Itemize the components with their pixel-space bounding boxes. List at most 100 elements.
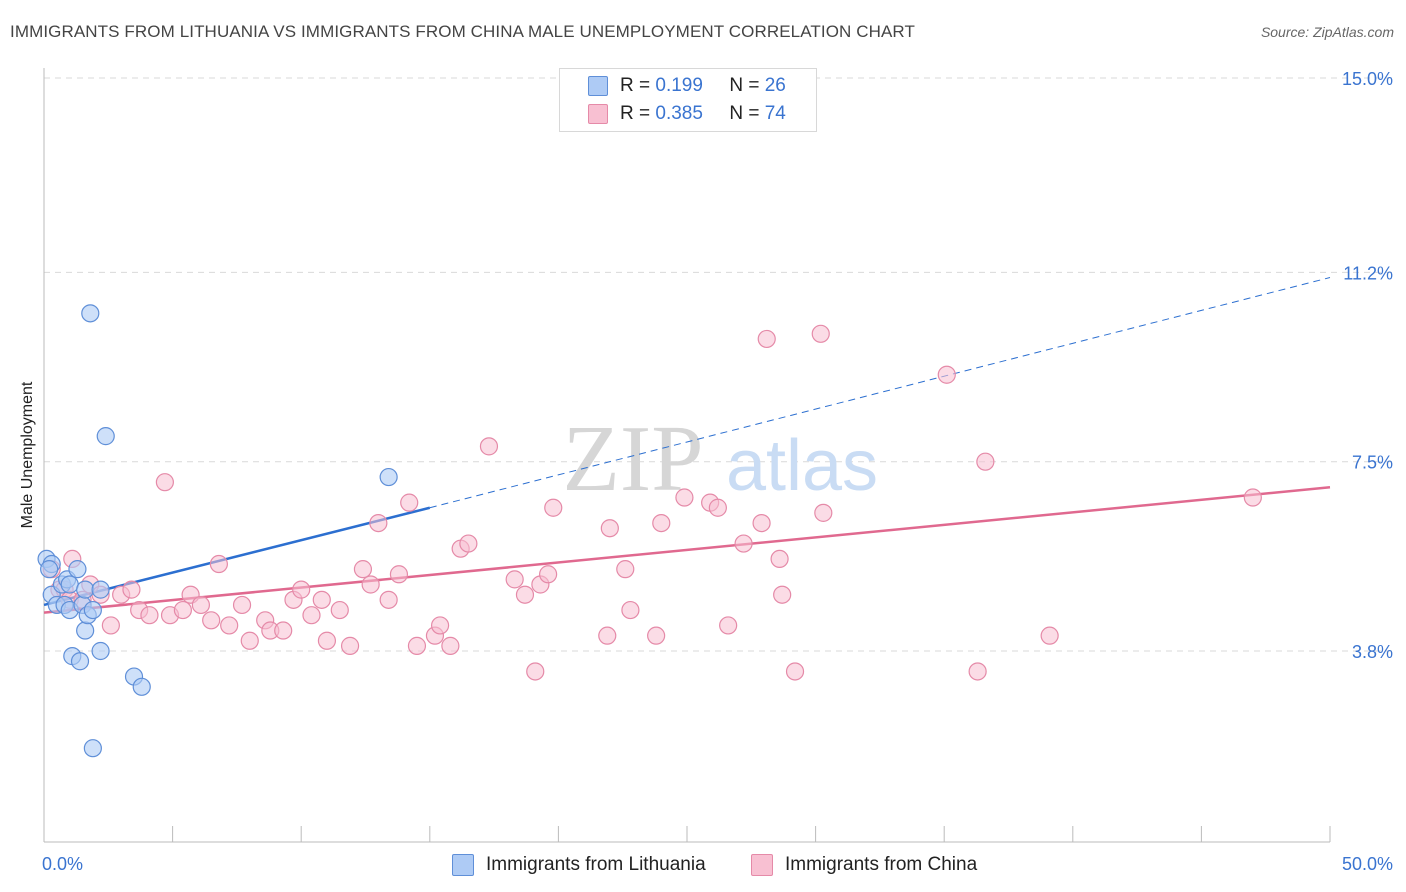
china-point-31 [330,600,349,620]
china-point-27 [292,580,311,599]
china-point-54 [616,560,635,579]
gridlines [44,77,1392,652]
lithuania-point-16 [81,304,100,323]
china-point-19 [209,554,228,574]
china-point-17 [191,595,210,615]
china-point-10 [122,580,141,599]
lithuania-r-label: R = [620,75,656,96]
lithuania-point-24 [379,467,398,487]
lithuania-point-10 [68,560,87,579]
lithuania-point-21 [96,427,115,446]
china-point-25 [274,621,293,640]
china-point-60 [708,498,727,517]
china-n-value: 74 [764,103,786,124]
x-tick-label-1: 50.0% [1342,854,1393,874]
chart-title: IMMIGRANTS FROM LITHUANIA VS IMMIGRANTS … [10,22,915,41]
china-point-66 [773,585,792,604]
china-n-label: N = [729,103,765,124]
china-point-46 [505,570,524,589]
china-point-37 [389,565,409,584]
china-point-68 [811,324,830,343]
china-point-44 [459,534,478,553]
x-tick-label-0: 0.0% [42,854,83,874]
china-point-72 [976,452,995,471]
china-point-48 [526,662,545,681]
china-point-57 [652,513,671,533]
china-point-29 [312,590,331,609]
watermark-atlas: atlas [726,426,878,506]
china-point-28 [302,606,321,625]
lithuania-point-18 [83,739,102,758]
lithuania-n-label: N = [729,75,765,96]
china-r-value: 0.385 [655,103,703,124]
bottom-china-label: Immigrants from China [785,854,978,875]
lithuania-trend-extension [429,277,1331,509]
china-point-50 [539,565,558,584]
china-point-35 [369,513,388,533]
china-r-label: R = [620,103,656,124]
y-tick-label-2: 11.2% [1343,263,1393,283]
lithuania-n-value: 26 [764,75,786,96]
bottom-legend-lithuania: Immigrants from Lithuania [452,852,706,878]
source-label: Source: ZipAtlas.com [1260,24,1394,40]
china-point-33 [353,560,373,579]
axes [43,68,1331,843]
china-point-18 [202,611,221,630]
lithuania-point-8 [60,575,79,594]
china-point-45 [479,437,499,456]
china-point-65 [770,549,789,569]
china-point-51 [544,498,563,517]
y-tick-label-1: 7.5% [1352,453,1393,473]
bottom-legend-china: Immigrants from China [751,852,977,878]
china-point-64 [757,329,776,349]
lithuania-r-value: 0.199 [655,75,703,96]
y-tick-label-3: 15.0% [1342,69,1393,89]
china-point-22 [240,631,259,650]
china-point-38 [400,493,419,512]
china-point-74 [1040,626,1059,645]
lithuania-point-11 [70,652,90,671]
lithuania-point-17 [83,600,102,620]
china-point-73 [1243,488,1262,507]
china-point-67 [785,662,805,681]
lithuania-point-23 [132,677,151,696]
china-point-71 [968,662,987,681]
china-swatch [588,104,608,124]
lithuania-point-13 [76,580,95,599]
china-point-36 [379,590,398,609]
lithuania-points [37,304,398,758]
watermark: ZIP atlas [563,407,879,511]
lithuania-swatch [588,76,608,96]
bottom-china-swatch [751,854,773,876]
china-point-55 [621,600,640,620]
china-trend-line [43,486,1331,614]
lithuania-point-14 [76,621,95,640]
china-points [42,324,1262,681]
correlation-legend: R = 0.199 N = 26 R = 0.385 N = 74 [559,68,817,132]
y-tick-label-0: 3.8% [1352,642,1393,662]
china-point-58 [675,488,694,507]
china-point-63 [752,513,771,533]
china-point-8 [101,616,120,635]
tick-labels: 3.8% 7.5% 11.2% 15.0% 0.0% 50.0% [42,69,1393,874]
china-point-61 [719,616,738,635]
china-point-42 [441,636,460,655]
china-point-47 [515,585,535,604]
bottom-lithuania-label: Immigrants from Lithuania [486,854,706,875]
china-point-39 [407,636,427,655]
china-point-21 [232,595,252,615]
lithuania-point-20 [91,580,110,599]
china-point-70 [937,365,956,384]
china-point-56 [647,626,666,645]
china-point-34 [361,575,380,594]
china-point-52 [598,626,617,645]
china-point-20 [220,616,239,635]
china-point-13 [155,473,174,492]
china-point-30 [317,631,337,650]
china-point-41 [430,616,450,635]
lithuania-point-25 [40,560,59,579]
china-point-12 [140,606,159,625]
lithuania-point-19 [91,641,110,661]
china-point-53 [600,519,619,538]
